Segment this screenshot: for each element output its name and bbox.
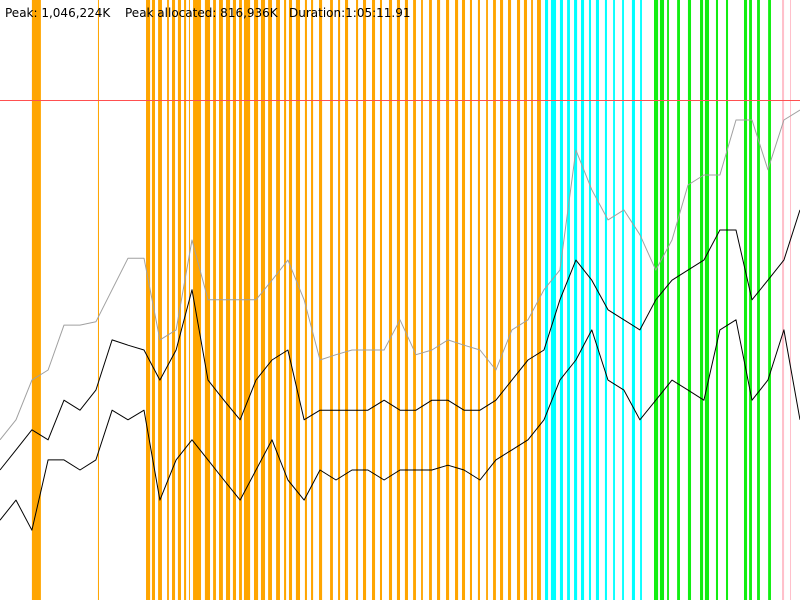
event-band: [396, 0, 401, 600]
series-line: [0, 109, 800, 441]
labels: Peak: 1,046,224K Peak allocated: 816,936…: [5, 6, 411, 20]
event-band: [371, 0, 376, 600]
event-band: [461, 0, 466, 600]
event-band: [640, 0, 642, 600]
event-band: [167, 0, 169, 600]
event-band: [749, 0, 752, 600]
event-band: [158, 0, 162, 600]
event-band: [284, 0, 287, 600]
event-band: [31, 0, 41, 600]
event-band: [413, 0, 416, 600]
event-band: [171, 0, 176, 600]
event-band: [268, 0, 272, 600]
event-band: [311, 0, 314, 600]
event-band: [768, 0, 771, 600]
event-band: [631, 0, 635, 600]
event-band: [288, 0, 293, 600]
event-band: [151, 0, 156, 600]
event-band: [545, 0, 549, 600]
event-band: [184, 0, 187, 600]
event-band: [677, 0, 680, 600]
event-band: [437, 0, 441, 600]
event-band: [516, 0, 521, 600]
event-band: [404, 0, 408, 600]
event-band: [743, 0, 748, 600]
event-band: [725, 0, 729, 600]
event-band: [260, 0, 266, 600]
event-band: [204, 0, 211, 600]
event-band: [330, 0, 333, 600]
event-band: [789, 0, 792, 600]
event-band: [604, 0, 607, 600]
event-band: [486, 0, 488, 600]
event-band: [421, 0, 423, 600]
event-band: [304, 0, 307, 600]
event-band: [146, 0, 151, 600]
event-band: [622, 0, 624, 600]
event-band: [588, 0, 592, 600]
event-band: [97, 0, 99, 600]
annotation: Peak allocated: 816,936K: [125, 6, 279, 20]
event-band: [493, 0, 496, 600]
event-band: [276, 0, 280, 600]
event-band: [295, 0, 301, 600]
event-band: [704, 0, 710, 600]
event-band: [388, 0, 393, 600]
event-band: [659, 0, 665, 600]
bands: [31, 0, 792, 600]
event-band: [687, 0, 692, 600]
event-band: [356, 0, 359, 600]
lines: [0, 109, 800, 531]
event-band: [574, 0, 578, 600]
event-band: [523, 0, 528, 600]
event-band: [567, 0, 570, 600]
event-band: [319, 0, 323, 600]
event-band: [715, 0, 719, 600]
event-band: [446, 0, 450, 600]
event-band: [559, 0, 563, 600]
event-band: [193, 0, 202, 600]
event-band: [700, 0, 704, 600]
event-band: [500, 0, 504, 600]
event-band: [429, 0, 432, 600]
event-band: [362, 0, 367, 600]
event-band: [379, 0, 383, 600]
event-band: [757, 0, 760, 600]
event-band: [613, 0, 615, 600]
event-band: [550, 0, 557, 600]
event-band: [507, 0, 512, 600]
series-line: [0, 209, 800, 471]
annotation: Duration:1:05:11.91: [289, 6, 411, 20]
event-band: [782, 0, 785, 600]
event-band: [667, 0, 669, 600]
event-band: [580, 0, 585, 600]
event-band: [338, 0, 341, 600]
event-band: [177, 0, 181, 600]
event-band: [344, 0, 349, 600]
event-band: [477, 0, 480, 600]
event-band: [455, 0, 459, 600]
event-band: [531, 0, 533, 600]
event-band: [595, 0, 599, 600]
series-line: [0, 319, 800, 531]
event-band: [469, 0, 472, 600]
annotation: Peak: 1,046,224K: [5, 6, 111, 20]
